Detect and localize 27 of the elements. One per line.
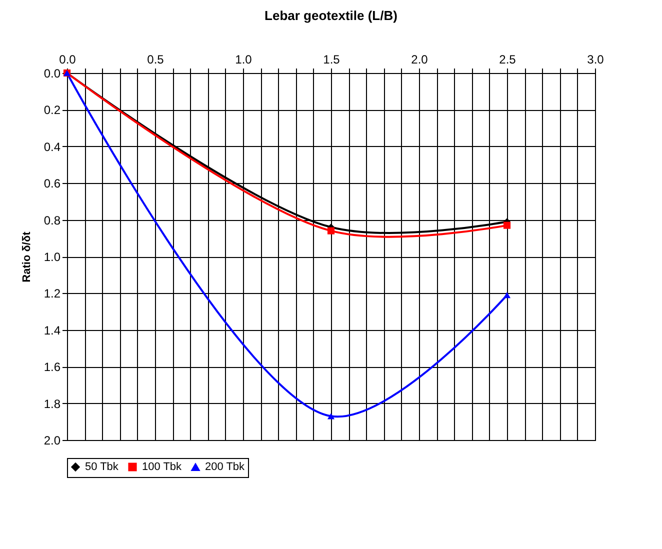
y-tick-label: 0.0	[44, 66, 61, 80]
y-tick-label: 0.4	[44, 140, 61, 154]
point	[327, 227, 335, 234]
x-tick-label: 1.0	[235, 52, 252, 66]
y-tick-label: 1.4	[44, 323, 61, 338]
y-tick-label: 0.8	[44, 213, 61, 228]
text: 0.0	[59, 52, 76, 66]
point	[503, 222, 511, 229]
y-tick-label: 0.6	[44, 176, 61, 191]
chart-title: Lebar geotextile (L/B)	[264, 8, 398, 23]
y-tick-label: 1.2	[44, 286, 61, 301]
x-tick-label: 2.0	[411, 52, 428, 66]
point	[327, 413, 335, 420]
x-tick-label: 3.0	[587, 52, 604, 66]
y-tick-label: 1.6	[44, 360, 61, 374]
legend-label: 100 Tbk	[142, 460, 182, 473]
y-tick-label: 0.2	[44, 103, 61, 118]
y-tick-label: 2.0	[44, 434, 61, 448]
legend-label: 200 Tbk	[205, 461, 246, 474]
x-tick-label: 1.5	[323, 52, 340, 66]
point	[503, 292, 511, 298]
legend-label: 50 Tbk	[85, 460, 119, 473]
y-axis-title: Ratio δ/δt	[20, 231, 33, 282]
y-tick-label: 1.8	[44, 396, 61, 411]
x-tick-label: 0.5	[147, 52, 164, 66]
x-tick-label: 2.5	[499, 52, 516, 66]
y-tick-label: 1.0	[44, 250, 61, 264]
